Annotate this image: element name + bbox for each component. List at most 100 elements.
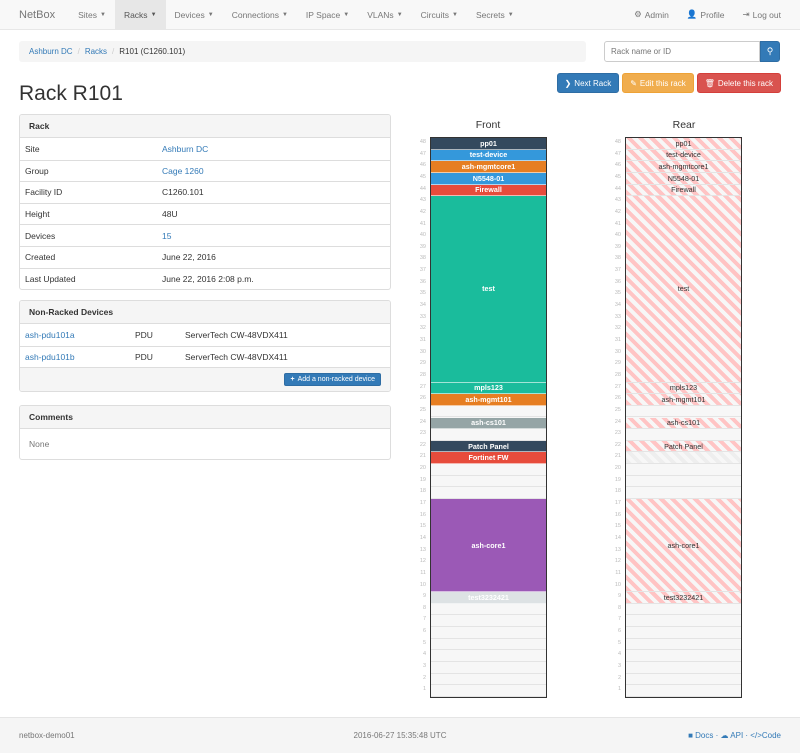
unit-number: 31 xyxy=(419,336,426,343)
rack-device[interactable]: Fortinet FW xyxy=(431,452,546,465)
rack-unit-slot[interactable] xyxy=(626,476,741,488)
rack-device[interactable]: Firewall xyxy=(431,184,546,197)
nav-admin[interactable]: ⚙ Admin xyxy=(634,9,669,20)
search-button[interactable]: ⚲ xyxy=(760,41,780,62)
rack-unit-slot[interactable] xyxy=(431,406,546,418)
nav-sites[interactable]: Sites ▼ xyxy=(78,9,106,20)
rack-device[interactable]: pp01 xyxy=(431,138,546,150)
attr-label: Created xyxy=(25,252,56,263)
rack-unit-slot[interactable] xyxy=(626,464,741,476)
nav-ip-space[interactable]: IP Space ▼ xyxy=(305,9,350,20)
attr-value[interactable]: 15 xyxy=(162,230,172,241)
rack-device[interactable]: mpls123 xyxy=(431,382,546,395)
rack-unit-slot[interactable] xyxy=(431,627,546,639)
rack-device[interactable]: ash-mgmtcore1 xyxy=(431,161,546,173)
attr-value[interactable]: Ashburn DC xyxy=(162,143,209,154)
unit-number: 15 xyxy=(614,523,621,530)
rack-unit-slot[interactable] xyxy=(431,604,546,616)
add-non-racked-device-button[interactable]: + Add a non-racked device xyxy=(284,373,381,387)
rack-device[interactable]: ash-cs101 xyxy=(431,417,546,430)
rack-unit-slot[interactable] xyxy=(626,604,741,616)
rack-unit-slot[interactable] xyxy=(431,615,546,628)
breadcrumb-racks[interactable]: Racks xyxy=(84,47,108,56)
unit-number: 7 xyxy=(617,616,621,623)
rack-device[interactable]: ash-core1 xyxy=(431,499,546,593)
rack-device[interactable]: test xyxy=(431,196,546,383)
logout-icon: ⇥ xyxy=(742,9,750,19)
nav-log-out[interactable]: ⇥ Log out xyxy=(742,9,782,20)
device-link[interactable]: ash-pdu101a xyxy=(25,329,75,340)
rack-unit-slot[interactable] xyxy=(626,639,741,651)
rack-device-rear[interactable]: pp01 xyxy=(626,138,741,150)
rack-unit-slot[interactable] xyxy=(626,406,741,418)
rack-device-rear[interactable]: test-device xyxy=(626,149,741,162)
rear-label: Rear xyxy=(672,119,696,131)
attr-value[interactable]: Cage 1260 xyxy=(162,165,204,176)
rack-device-rear[interactable]: ash-mgmt101 xyxy=(626,394,741,406)
unit-number: 13 xyxy=(614,546,621,553)
attr-label: Height xyxy=(25,209,50,220)
delete-rack-button[interactable]: 🗑 Delete this rack xyxy=(696,73,781,93)
rack-unit-slot[interactable] xyxy=(626,685,741,697)
rack-unit-slot[interactable] xyxy=(431,674,546,686)
rack-unit-slot[interactable] xyxy=(431,476,546,488)
rack-device[interactable]: N5548-01 xyxy=(431,172,546,185)
unit-number: 17 xyxy=(419,500,426,507)
unit-number: 32 xyxy=(419,325,426,332)
rack-device[interactable]: Patch Panel xyxy=(431,440,546,453)
rack-device-rear[interactable] xyxy=(626,452,741,465)
unit-number: 25 xyxy=(419,406,426,413)
rack-unit-slot[interactable] xyxy=(431,487,546,500)
rack-unit-slot[interactable] xyxy=(431,429,546,441)
rack-unit-slot[interactable] xyxy=(626,487,741,500)
unit-number: 27 xyxy=(614,383,621,390)
search-input[interactable] xyxy=(604,41,760,62)
rack-unit-slot[interactable] xyxy=(431,685,546,697)
breadcrumb-site[interactable]: Ashburn DC xyxy=(29,47,73,56)
rack-device[interactable]: test-device xyxy=(431,149,546,162)
unit-number: 7 xyxy=(422,616,426,623)
caret-down-icon: ▼ xyxy=(207,11,214,18)
rack-device-rear[interactable]: ash-mgmtcore1 xyxy=(626,161,741,173)
rack-device-rear[interactable]: mpls123 xyxy=(626,382,741,395)
rack-device-rear[interactable]: test3232421 xyxy=(626,592,741,604)
attr-label: Site xyxy=(25,143,40,154)
next-rack-button[interactable]: ❯ Next Rack xyxy=(556,73,620,93)
unit-number: 10 xyxy=(614,581,621,588)
rack-unit-slot[interactable] xyxy=(626,650,741,663)
nav-vlans[interactable]: VLANs ▼ xyxy=(367,9,403,20)
rack-device-rear[interactable]: ash-cs101 xyxy=(626,417,741,430)
edit-rack-button[interactable]: ✎ Edit this rack xyxy=(622,73,694,93)
book-icon: ■ xyxy=(688,731,693,740)
rack-unit-slot[interactable] xyxy=(626,627,741,639)
rack-unit-slot[interactable] xyxy=(626,662,741,674)
rack-unit-slot[interactable] xyxy=(626,674,741,686)
rack-unit-slot[interactable] xyxy=(431,662,546,674)
rack-device-rear[interactable]: ash-core1 xyxy=(626,499,741,593)
rack-device-rear[interactable]: Patch Panel xyxy=(626,440,741,453)
rack-device-rear[interactable]: test xyxy=(626,196,741,383)
rack-device[interactable]: ash-mgmt101 xyxy=(431,394,546,406)
rack-unit-slot[interactable] xyxy=(431,650,546,663)
nav-connections[interactable]: Connections ▼ xyxy=(231,9,288,20)
unit-number: 38 xyxy=(614,255,621,262)
rack-unit-slot[interactable] xyxy=(626,615,741,628)
nav-racks[interactable]: Racks ▼ xyxy=(114,0,166,29)
code-link[interactable]: Code xyxy=(761,731,781,740)
device-link[interactable]: ash-pdu101b xyxy=(25,351,75,362)
rack-device-rear[interactable]: N5548-01 xyxy=(626,172,741,185)
rack-device-rear[interactable]: Firewall xyxy=(626,184,741,197)
nav-devices[interactable]: Devices ▼ xyxy=(174,9,214,20)
api-link[interactable]: API xyxy=(730,731,744,740)
rack-rear-elevation: pp01 test-device ash-mgmtcore1 N5548-01 Fire… xyxy=(625,137,742,698)
docs-link[interactable]: Docs xyxy=(695,731,714,740)
nav-circuits[interactable]: Circuits ▼ xyxy=(420,9,458,20)
nav-secrets[interactable]: Secrets ▼ xyxy=(475,9,514,20)
rack-device[interactable]: test3232421 xyxy=(431,592,546,604)
rack-unit-slot[interactable] xyxy=(431,639,546,651)
unit-number: 14 xyxy=(419,534,426,541)
rack-unit-slot[interactable] xyxy=(431,464,546,476)
rack-unit-slot[interactable] xyxy=(626,429,741,441)
nav-profile[interactable]: 👤 Profile xyxy=(686,9,725,20)
brand-logo[interactable]: NetBox xyxy=(19,8,56,21)
